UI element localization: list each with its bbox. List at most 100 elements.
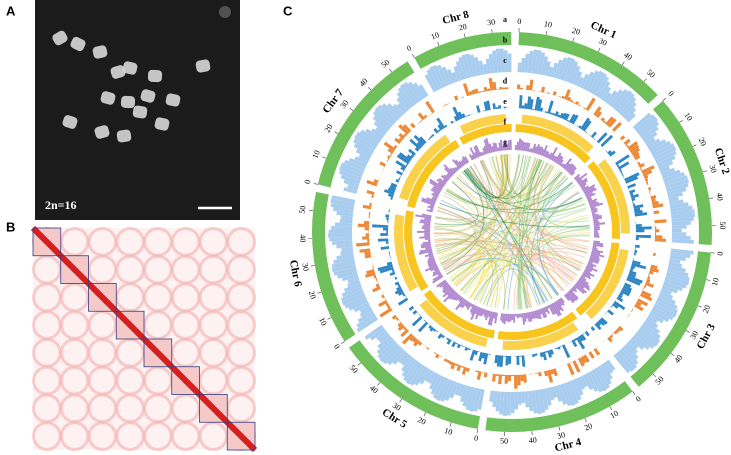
track-b-bin <box>671 220 691 226</box>
track-b-bin <box>331 225 353 231</box>
track-f-bin <box>448 291 457 300</box>
track-f-bin <box>581 185 586 190</box>
track-f-bin <box>541 307 548 318</box>
track-c-bin <box>535 372 539 374</box>
tick-mark <box>702 170 707 173</box>
track-d-bin <box>388 251 390 255</box>
track-b-bin <box>645 318 659 329</box>
track-d-bin <box>417 312 420 315</box>
track-letter: b <box>503 35 508 44</box>
track-d-bin <box>625 176 639 184</box>
track-d-bin <box>432 328 437 332</box>
track-d-bin <box>635 237 639 241</box>
track-c-bin <box>638 162 645 169</box>
track-c-bin <box>400 328 409 338</box>
track-f-bin <box>566 292 576 302</box>
track-c-bin <box>408 331 411 334</box>
tick-mark <box>652 373 657 377</box>
track-e-band <box>585 248 629 320</box>
track-e-band <box>404 210 429 292</box>
track-d-bin <box>486 100 491 111</box>
tick-label: 20 <box>416 415 427 427</box>
track-b-bin <box>573 378 584 396</box>
track-d-bin <box>463 346 466 348</box>
track-c-bin <box>552 368 558 377</box>
track-b-bin <box>639 326 661 344</box>
tick-mark <box>357 362 362 366</box>
track-d-bin <box>406 154 413 160</box>
track-d-bin <box>549 349 554 355</box>
track-b-bin <box>641 126 659 141</box>
track-b-bin <box>455 60 465 81</box>
track-e-band <box>407 139 460 209</box>
track-b-bin <box>630 336 645 350</box>
track-c-bin <box>561 365 565 367</box>
track-d-bin <box>402 170 405 174</box>
track-f-bin <box>592 216 602 221</box>
track-d-bin <box>498 105 502 109</box>
track-c-bin <box>431 350 435 353</box>
track-d-bin <box>562 344 571 359</box>
track-c-bin <box>625 316 628 319</box>
track-f-bin <box>494 142 498 152</box>
track-d-bin <box>594 322 602 331</box>
track-f-bin <box>543 150 548 157</box>
track-d-bin <box>557 346 561 350</box>
track-b-bin <box>386 103 402 119</box>
contact-diagonal <box>225 420 258 453</box>
track-d-bin <box>397 283 401 288</box>
track-d-bin <box>631 262 647 270</box>
track-d-bin <box>571 339 578 348</box>
synteny-link <box>467 167 583 211</box>
tick-mark <box>679 120 683 123</box>
track-b-bin <box>343 187 358 194</box>
track-b-bin <box>551 386 558 399</box>
track-b-bin <box>436 377 450 402</box>
track-c-bin <box>424 345 428 348</box>
track-d-bin <box>524 103 528 109</box>
track-d-bin <box>396 286 402 291</box>
track-f-bin <box>432 270 441 277</box>
track-d-bin <box>613 160 616 164</box>
track-f-bin <box>427 251 433 255</box>
chromosome-spot <box>154 117 170 131</box>
track-c-bin <box>604 338 608 341</box>
track-f-bin <box>538 308 543 315</box>
track-c-bin <box>498 374 502 385</box>
track-f-bin <box>576 281 585 289</box>
track-c-bin <box>627 141 639 151</box>
track-f-bin <box>589 202 604 209</box>
track-e-band <box>497 311 578 340</box>
track-c-bin <box>364 254 372 259</box>
track-d-bin <box>386 230 389 234</box>
track-d-bin <box>633 207 641 212</box>
track-c-bin <box>393 144 398 149</box>
track-c-bin <box>476 371 482 380</box>
track-b-bin <box>369 327 386 341</box>
track-d-bin <box>474 350 479 356</box>
track-c-bin <box>487 88 491 92</box>
track-b-bin <box>353 143 373 157</box>
tick-mark <box>697 305 702 308</box>
track-c-bin <box>363 220 370 225</box>
track-b-bin <box>671 212 696 219</box>
track-f-bin <box>514 145 517 151</box>
track-f-bin <box>583 186 595 194</box>
track-c-bin <box>605 116 614 126</box>
tick-label: 0 <box>303 179 313 185</box>
track-b-bin <box>594 76 610 97</box>
track-f-bin <box>427 258 435 263</box>
track-f-bin <box>483 309 488 318</box>
track-b-bin <box>499 391 505 415</box>
track-f-bin <box>471 154 475 160</box>
track-b-bin <box>347 279 361 288</box>
track-b-bin <box>454 382 462 396</box>
track-f-bin <box>436 279 447 288</box>
track-c-bin <box>649 267 659 273</box>
track-d-bin <box>607 309 614 316</box>
track-b-bin <box>343 159 366 172</box>
track-c-bin <box>600 117 606 122</box>
track-b-bin <box>341 246 354 252</box>
track-e-band <box>394 214 418 292</box>
track-f-bin <box>593 233 600 236</box>
